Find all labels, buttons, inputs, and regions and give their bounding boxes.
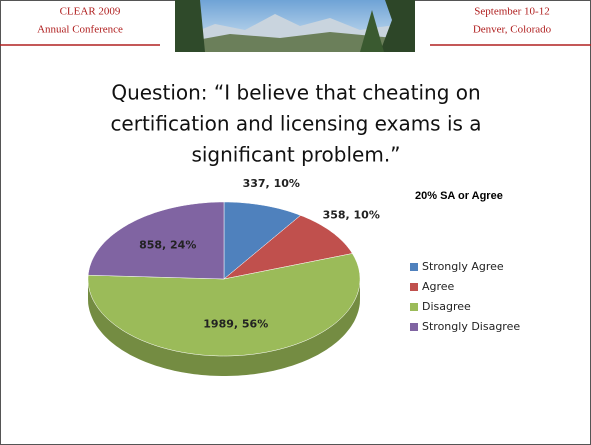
data-label: 1989, 56% [203,318,268,331]
legend-swatch [410,323,418,331]
slide: CLEAR 2009 Annual Conference September 1… [0,0,591,445]
legend-swatch [410,303,418,311]
legend-label: Strongly Disagree [422,320,520,333]
header-text: September 10-12 [474,6,549,18]
header-text: Annual Conference [37,24,123,36]
header-image [175,0,415,52]
data-label: 858, 24% [139,239,196,252]
data-label: 337, 10% [243,177,300,190]
title-line: Question: “I believe that cheating on [111,81,480,105]
legend-swatch [410,263,418,271]
legend-label: Strongly Agree [422,260,504,273]
legend-label: Agree [422,280,455,293]
annotation: 20% SA or Agree [415,190,503,202]
title-line: significant problem.” [191,143,400,167]
data-label: 358, 10% [323,209,380,222]
legend-swatch [410,283,418,291]
header-text: Denver, Colorado [473,24,552,36]
legend-label: Disagree [422,300,471,313]
title-line: certification and licensing exams is a [110,112,481,136]
header-text: CLEAR 2009 [60,6,121,18]
